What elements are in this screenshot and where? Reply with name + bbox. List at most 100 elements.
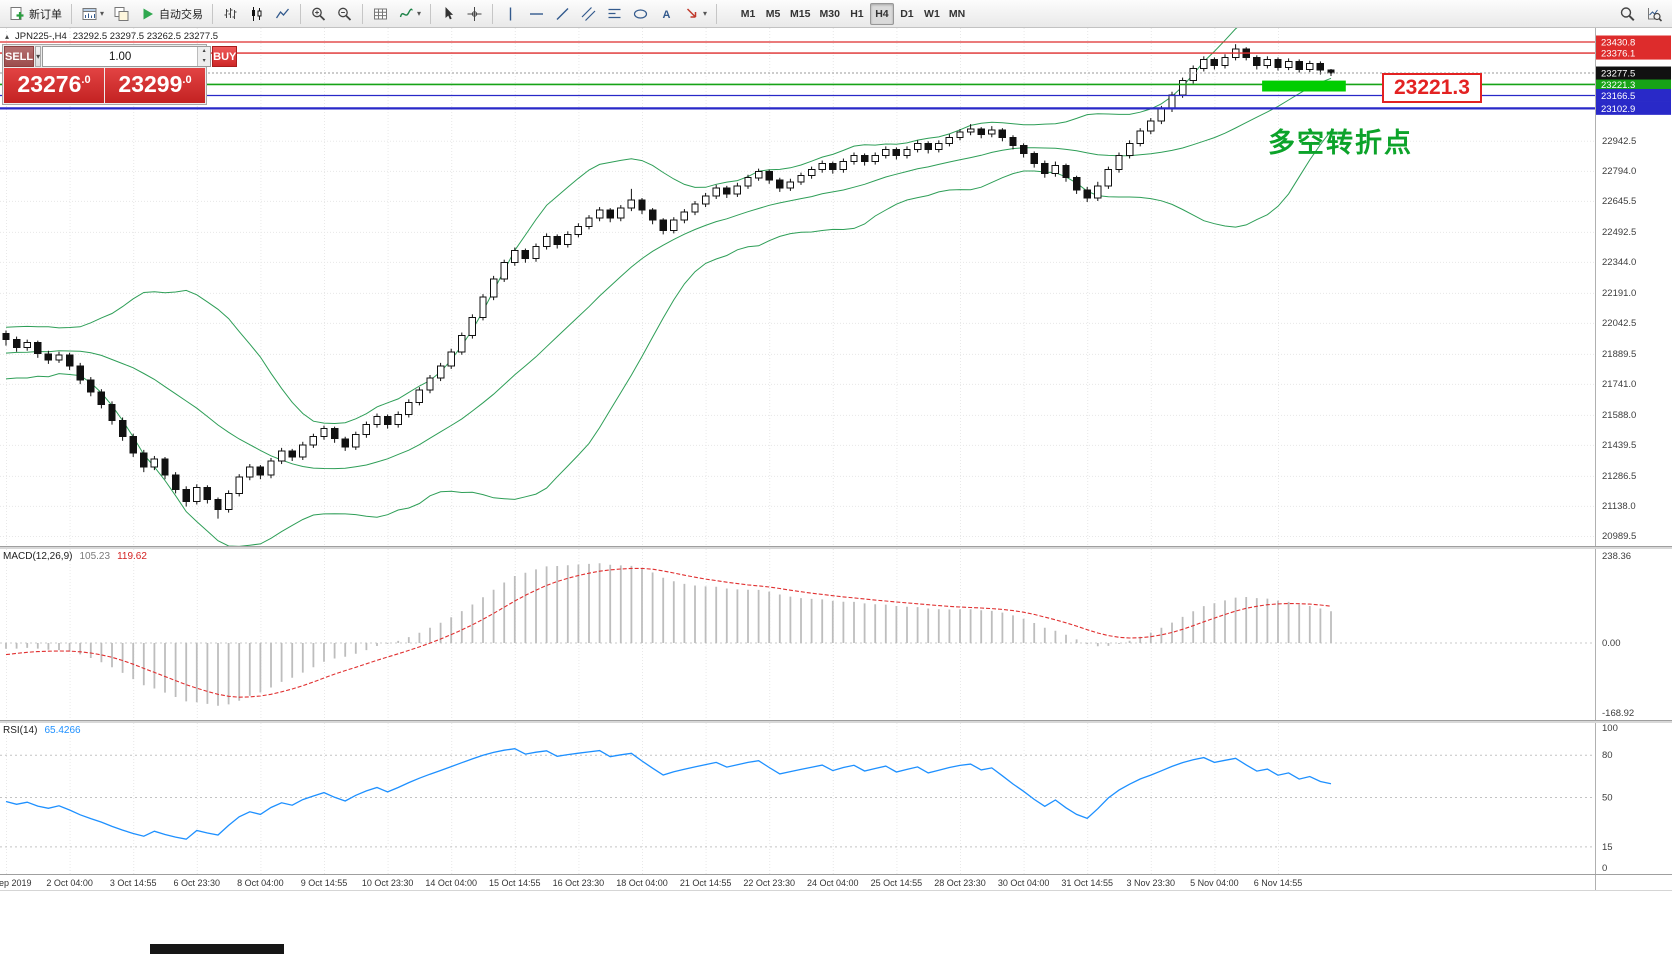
timeframe-m5[interactable]: M5 [761,3,785,25]
trendline-icon [556,7,569,20]
zoom-in-button[interactable] [306,3,331,25]
search-button[interactable] [1615,3,1640,25]
chart-search-button[interactable] [1642,3,1667,25]
button-label: H4 [875,7,889,20]
new-order-button[interactable]: 新订单 [5,3,66,25]
svg-text:22191.0: 22191.0 [1602,288,1636,299]
svg-text:22645.5: 22645.5 [1602,196,1636,207]
svg-text:23221.3: 23221.3 [1601,80,1635,91]
svg-text:31 Oct 14:55: 31 Oct 14:55 [1061,878,1113,888]
chart-window-icon [82,7,97,20]
rsi-label: RSI(14) 65.4266 [3,725,81,736]
trendline-button[interactable] [550,3,575,25]
timeframe-m1[interactable]: M1 [736,3,760,25]
timeframe-toolbar: M1 M5 M15 M30 H1 H4 D1 W1 MN [736,2,969,25]
chevron-down-icon: ▾ [36,52,41,61]
svg-text:21286.5: 21286.5 [1602,471,1636,482]
text-button[interactable]: A [654,3,679,25]
ellipse-button[interactable] [628,3,653,25]
timeframe-m30[interactable]: M30 [815,3,843,25]
timeframe-h1[interactable]: H1 [845,3,869,25]
panel-separator[interactable] [0,546,1672,549]
main-chart-canvas[interactable]: 22942.5 22794.0 22645.5 22492.5 22344.0 22191… [0,28,1672,546]
chart-window-button[interactable]: ▾ [77,3,108,25]
svg-text:23166.5: 23166.5 [1601,91,1635,102]
panel-separator[interactable] [0,720,1672,723]
line-chart-icon [275,8,290,18]
indicators-button[interactable]: ▾ [394,3,425,25]
vertical-line-button[interactable] [498,3,523,25]
fibonacci-button[interactable] [602,3,627,25]
volume-preset-dropdown[interactable]: ▾ [35,46,42,67]
candlestick-button[interactable] [244,3,269,25]
price-callout-label: 23221.3 [1382,73,1482,103]
svg-text:-168.92: -168.92 [1602,708,1634,719]
crosshair-icon [467,6,482,21]
button-label: W1 [924,7,940,20]
timeframe-m15[interactable]: M15 [786,3,814,25]
panel-collapse-icon[interactable]: ▴ [5,32,10,41]
chart-stack: 22942.5 22794.0 22645.5 22492.5 22344.0 22191… [0,28,1672,954]
timeframe-d1[interactable]: D1 [895,3,919,25]
macd-panel[interactable]: 238.36 0.00 -168.92 MACD(12,26,9) 105.23 1… [0,549,1672,720]
macd-axis-labels: 238.36 0.00 -168.92 [1602,551,1634,719]
svg-text:22344.0: 22344.0 [1602,257,1636,268]
svg-text:6 Oct 23:30: 6 Oct 23:30 [174,878,221,888]
rsi-canvas[interactable]: 100 80 50 15 0 [0,723,1672,874]
svg-text:20989.5: 20989.5 [1602,531,1636,542]
svg-text:15 Oct 14:55: 15 Oct 14:55 [489,878,541,888]
toolbar-separator [430,3,432,24]
crosshair-button[interactable] [462,3,487,25]
line-chart-button[interactable] [270,3,295,25]
channel-button[interactable] [576,3,601,25]
timeframe-mn[interactable]: MN [945,3,969,25]
price-chip: 23376.1 [1596,46,1671,60]
buy-price[interactable]: 23299.0 [105,68,205,103]
bollinger-lower-band [5,130,1332,546]
buy-button[interactable]: BUY [212,46,238,67]
toolbar: 新订单 ▾ 自动交易 ▾ A ▾ M1 M5 M15 M30 H1 H4 D1 W1 MN [0,0,1672,28]
arrow-button[interactable]: ▾ [680,3,711,25]
macd-label: MACD(12,26,9) 105.23 119.62 [3,551,147,562]
bar-chart-icon [224,7,237,19]
bollinger-middle-band [5,77,1332,470]
svg-text:3 Oct 14:55: 3 Oct 14:55 [110,878,157,888]
volume-input[interactable] [43,47,198,66]
arrow-icon [687,7,697,18]
zoom-out-button[interactable] [332,3,357,25]
autotrade-icon [143,8,154,19]
svg-text:14 Oct 04:00: 14 Oct 04:00 [425,878,477,888]
volume-down-button[interactable]: ▾ [198,56,211,66]
sell-price[interactable]: 23276.0 [4,68,104,103]
button-label: M1 [740,7,756,20]
sell-button[interactable]: SELL [4,46,35,67]
time-axis[interactable]: 30 Sep 2019 2 Oct 04:00 3 Oct 14:55 6 Oct 2… [0,874,1672,891]
button-label: D1 [900,7,914,20]
profiles-button[interactable] [109,3,134,25]
svg-text:25 Oct 14:55: 25 Oct 14:55 [871,878,923,888]
timeframe-w1[interactable]: W1 [920,3,944,25]
text-icon: A [663,9,671,21]
zoom-out-icon [338,7,352,21]
timeframe-h4[interactable]: H4 [869,2,894,25]
macd-canvas[interactable]: 238.36 0.00 -168.92 [0,549,1672,720]
cursor-button[interactable] [436,3,461,25]
price-chip: 23221.3 [1596,77,1671,91]
svg-text:5 Nov 04:00: 5 Nov 04:00 [1190,878,1239,888]
chevron-down-icon: ▾ [703,9,708,18]
svg-text:21741.0: 21741.0 [1602,379,1636,390]
volume-up-button[interactable]: ▴ [198,47,211,57]
grid-icon [374,8,388,19]
rsi-panel[interactable]: 100 80 50 15 0 RSI(14) 65.4266 [0,723,1672,874]
main-chart-panel[interactable]: 22942.5 22794.0 22645.5 22492.5 22344.0 22191… [0,28,1672,546]
bar-chart-button[interactable] [218,3,243,25]
price-chip: 23277.5 [1596,66,1671,80]
horizontal-line-button[interactable] [524,3,549,25]
grid-button[interactable] [368,3,393,25]
highlight-zone-rect[interactable] [1262,80,1346,92]
macd-histogram [5,563,1332,706]
svg-text:3 Nov 23:30: 3 Nov 23:30 [1127,878,1176,888]
svg-text:21 Oct 14:55: 21 Oct 14:55 [680,878,732,888]
autotrade-button[interactable]: 自动交易 [135,3,207,25]
